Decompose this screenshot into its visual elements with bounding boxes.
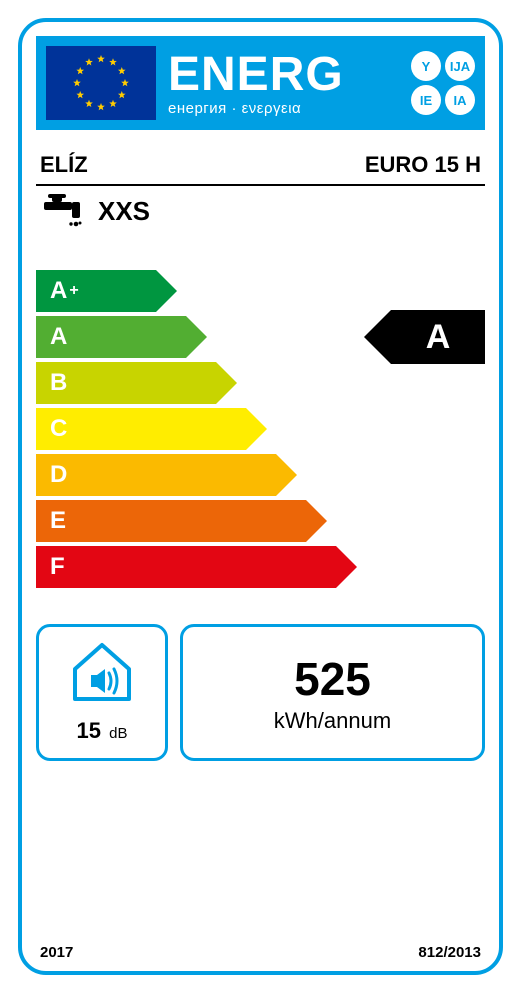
footer: 2017 812/2013 xyxy=(36,944,485,961)
energ-subtitle: енергия · ενεργεια xyxy=(168,101,399,116)
class-row-F: F xyxy=(36,546,485,588)
class-label: F xyxy=(50,553,65,581)
class-row-C: C xyxy=(36,408,485,450)
energ-suffixes: Y IJA IE IA xyxy=(411,51,475,115)
energ-title: ENERG xyxy=(168,51,399,99)
noise-panel: 15 dB xyxy=(36,624,168,761)
model-name: EURO 15 H xyxy=(365,152,481,178)
supplier-name: ELÍZ xyxy=(40,152,88,178)
label-year: 2017 xyxy=(40,944,73,961)
efficiency-scale: A+ABCDEFA xyxy=(36,270,485,588)
load-profile: XXS xyxy=(98,196,150,227)
class-label: A xyxy=(50,323,67,351)
suffix-ia: IA xyxy=(445,85,475,115)
consumption-unit: kWh/annum xyxy=(274,708,391,734)
class-row-E: E xyxy=(36,500,485,542)
energ-wordmark: ENERG енергия · ενεργεια xyxy=(168,51,399,116)
class-label: E xyxy=(50,507,66,535)
id-row: ELÍZ EURO 15 H xyxy=(36,152,485,186)
suffix-ija: IJA xyxy=(445,51,475,81)
energy-label: ENERG енергия · ενεργεια Y IJA IE IA ELÍ… xyxy=(18,18,503,975)
load-profile-row: XXS xyxy=(36,194,485,228)
class-row-D: D xyxy=(36,454,485,496)
class-label: A xyxy=(50,277,67,305)
noise-value-row: 15 dB xyxy=(77,718,128,744)
consumption-value: 525 xyxy=(294,652,371,706)
class-label: B xyxy=(50,369,67,397)
tap-icon xyxy=(40,194,84,228)
class-label: C xyxy=(50,415,67,443)
noise-house-icon xyxy=(67,641,137,708)
eu-flag-icon xyxy=(46,46,156,120)
class-row-A+: A+ xyxy=(36,270,485,312)
header: ENERG енергия · ενεργεια Y IJA IE IA xyxy=(36,36,485,130)
bottom-panels: 15 dB 525 kWh/annum xyxy=(36,624,485,761)
regulation-number: 812/2013 xyxy=(418,944,481,961)
selected-class-marker: A xyxy=(391,310,485,364)
consumption-panel: 525 kWh/annum xyxy=(180,624,485,761)
class-label: D xyxy=(50,461,67,489)
noise-unit: dB xyxy=(109,725,127,742)
suffix-ie: IE xyxy=(411,85,441,115)
class-row-B: B xyxy=(36,362,485,404)
noise-value: 15 xyxy=(77,718,101,743)
suffix-y: Y xyxy=(411,51,441,81)
